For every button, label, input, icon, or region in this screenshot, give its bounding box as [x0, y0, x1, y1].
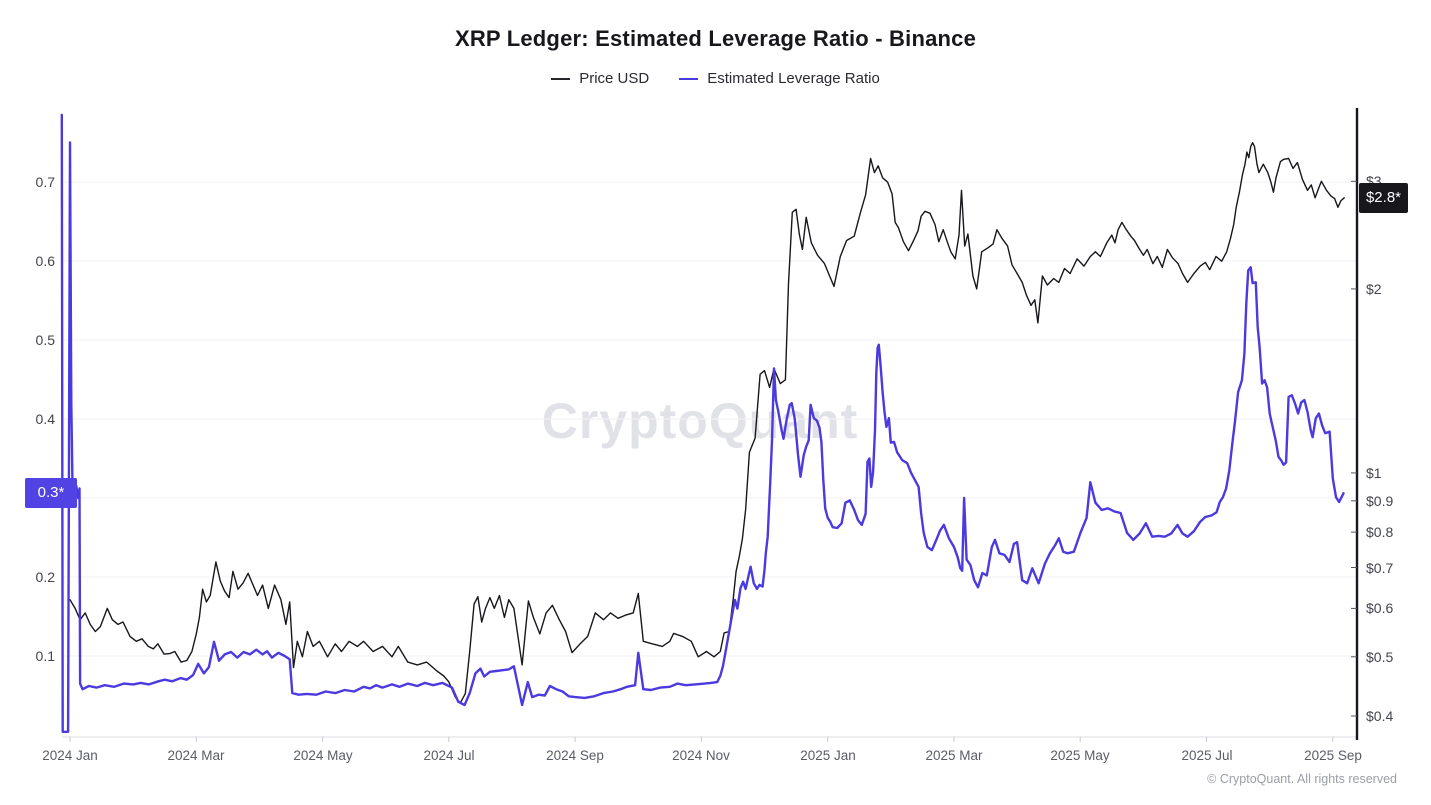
right-last-value-badge: $2.8* [1359, 183, 1408, 213]
x-axis-tick-label: 2024 Nov [672, 748, 730, 763]
x-axis-tick-label: 2024 Jan [42, 748, 98, 763]
right-axis-tick-label: $0.9 [1366, 493, 1394, 509]
series-leverage [60, 113, 1345, 733]
x-axis-tick-label: 2025 Mar [925, 748, 983, 763]
chart-title: XRP Ledger: Estimated Leverage Ratio - B… [454, 26, 977, 51]
x-axis-tick-label: 2024 Sep [546, 748, 604, 763]
right-axis-tick-label: $0.7 [1366, 560, 1394, 576]
right-axis-tick-label: $0.6 [1366, 600, 1394, 616]
left-axis-tick-label: 0.6 [35, 253, 55, 269]
left-axis-tick-label: 0.2 [35, 569, 55, 585]
legend: Price USD Estimated Leverage Ratio [0, 70, 1431, 87]
legend-dash-icon [551, 77, 571, 80]
x-axis-tick-label: 2024 Mar [167, 748, 225, 763]
left-last-value-badge: 0.3* [25, 478, 77, 508]
x-axis-tick-label: 2025 Jan [800, 748, 856, 763]
x-axis-tick-label: 2025 May [1050, 748, 1110, 763]
legend-label: Price USD [579, 70, 650, 87]
copyright: © CryptoQuant. All rights reserved [1207, 772, 1397, 786]
left-axis-tick-label: 0.4 [35, 411, 55, 427]
series-price [69, 141, 1345, 704]
right-axis-tick-label: $0.5 [1366, 649, 1394, 665]
right-axis-tick-label: $1 [1366, 465, 1382, 481]
left-axis-tick-label: 0.5 [35, 332, 55, 348]
left-axis-tick-label: 0.7 [35, 174, 55, 190]
right-axis-tick-label: $0.8 [1366, 524, 1394, 540]
x-axis-tick-label: 2025 Sep [1304, 748, 1362, 763]
x-axis-tick-label: 2024 May [293, 748, 353, 763]
legend-dash-icon [679, 77, 699, 80]
legend-item-leverage[interactable]: Estimated Leverage Ratio [679, 70, 880, 87]
legend-label: Estimated Leverage Ratio [707, 70, 880, 87]
x-axis-tick-label: 2024 Jul [423, 748, 475, 763]
x-axis-tick-label: 2025 Jul [1181, 748, 1233, 763]
right-axis-tick-label: $2 [1366, 281, 1382, 297]
legend-item-price[interactable]: Price USD [551, 70, 649, 87]
left-axis-tick-label: 0.1 [35, 648, 55, 664]
right-axis-tick-label: $0.4 [1366, 708, 1394, 724]
